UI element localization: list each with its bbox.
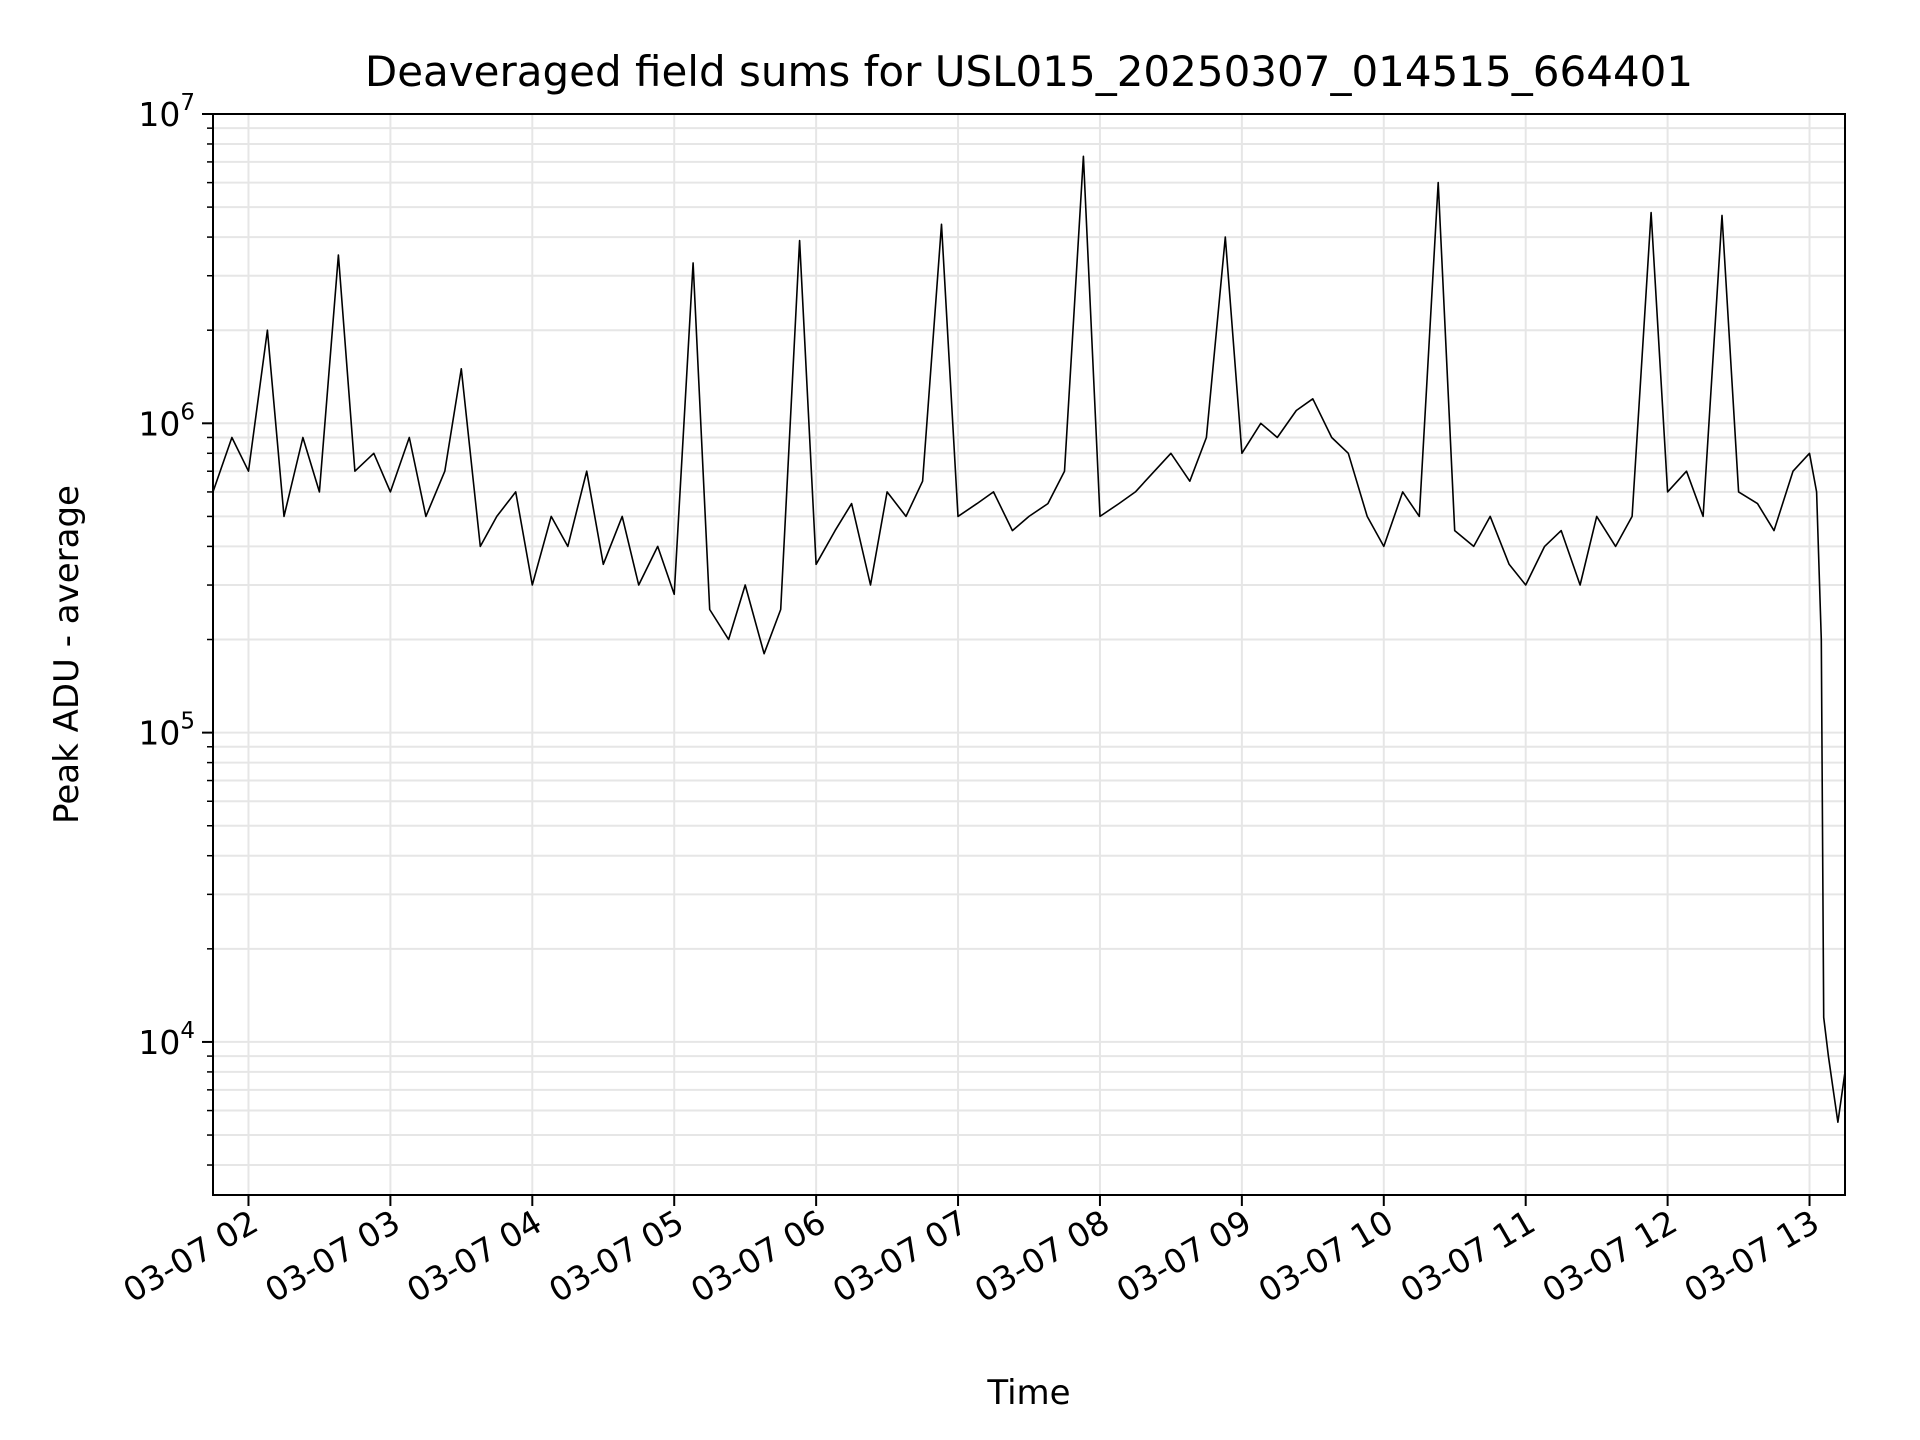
y-tick-label: 106 [138,399,195,443]
grid [213,113,1845,1195]
y-tick-label: 104 [138,1018,195,1062]
y-axis-label: Peak ADU - average [47,485,87,824]
series-line-0 [212,155,1846,1123]
y-tick-label: 107 [138,90,195,134]
y-tick-label: 105 [138,709,195,753]
x-axis-label: Time [986,1373,1070,1413]
data-layer [212,155,1846,1123]
chart-title: Deaveraged field sums for USL015_2025030… [365,47,1693,96]
plot-frame [212,113,1846,1196]
